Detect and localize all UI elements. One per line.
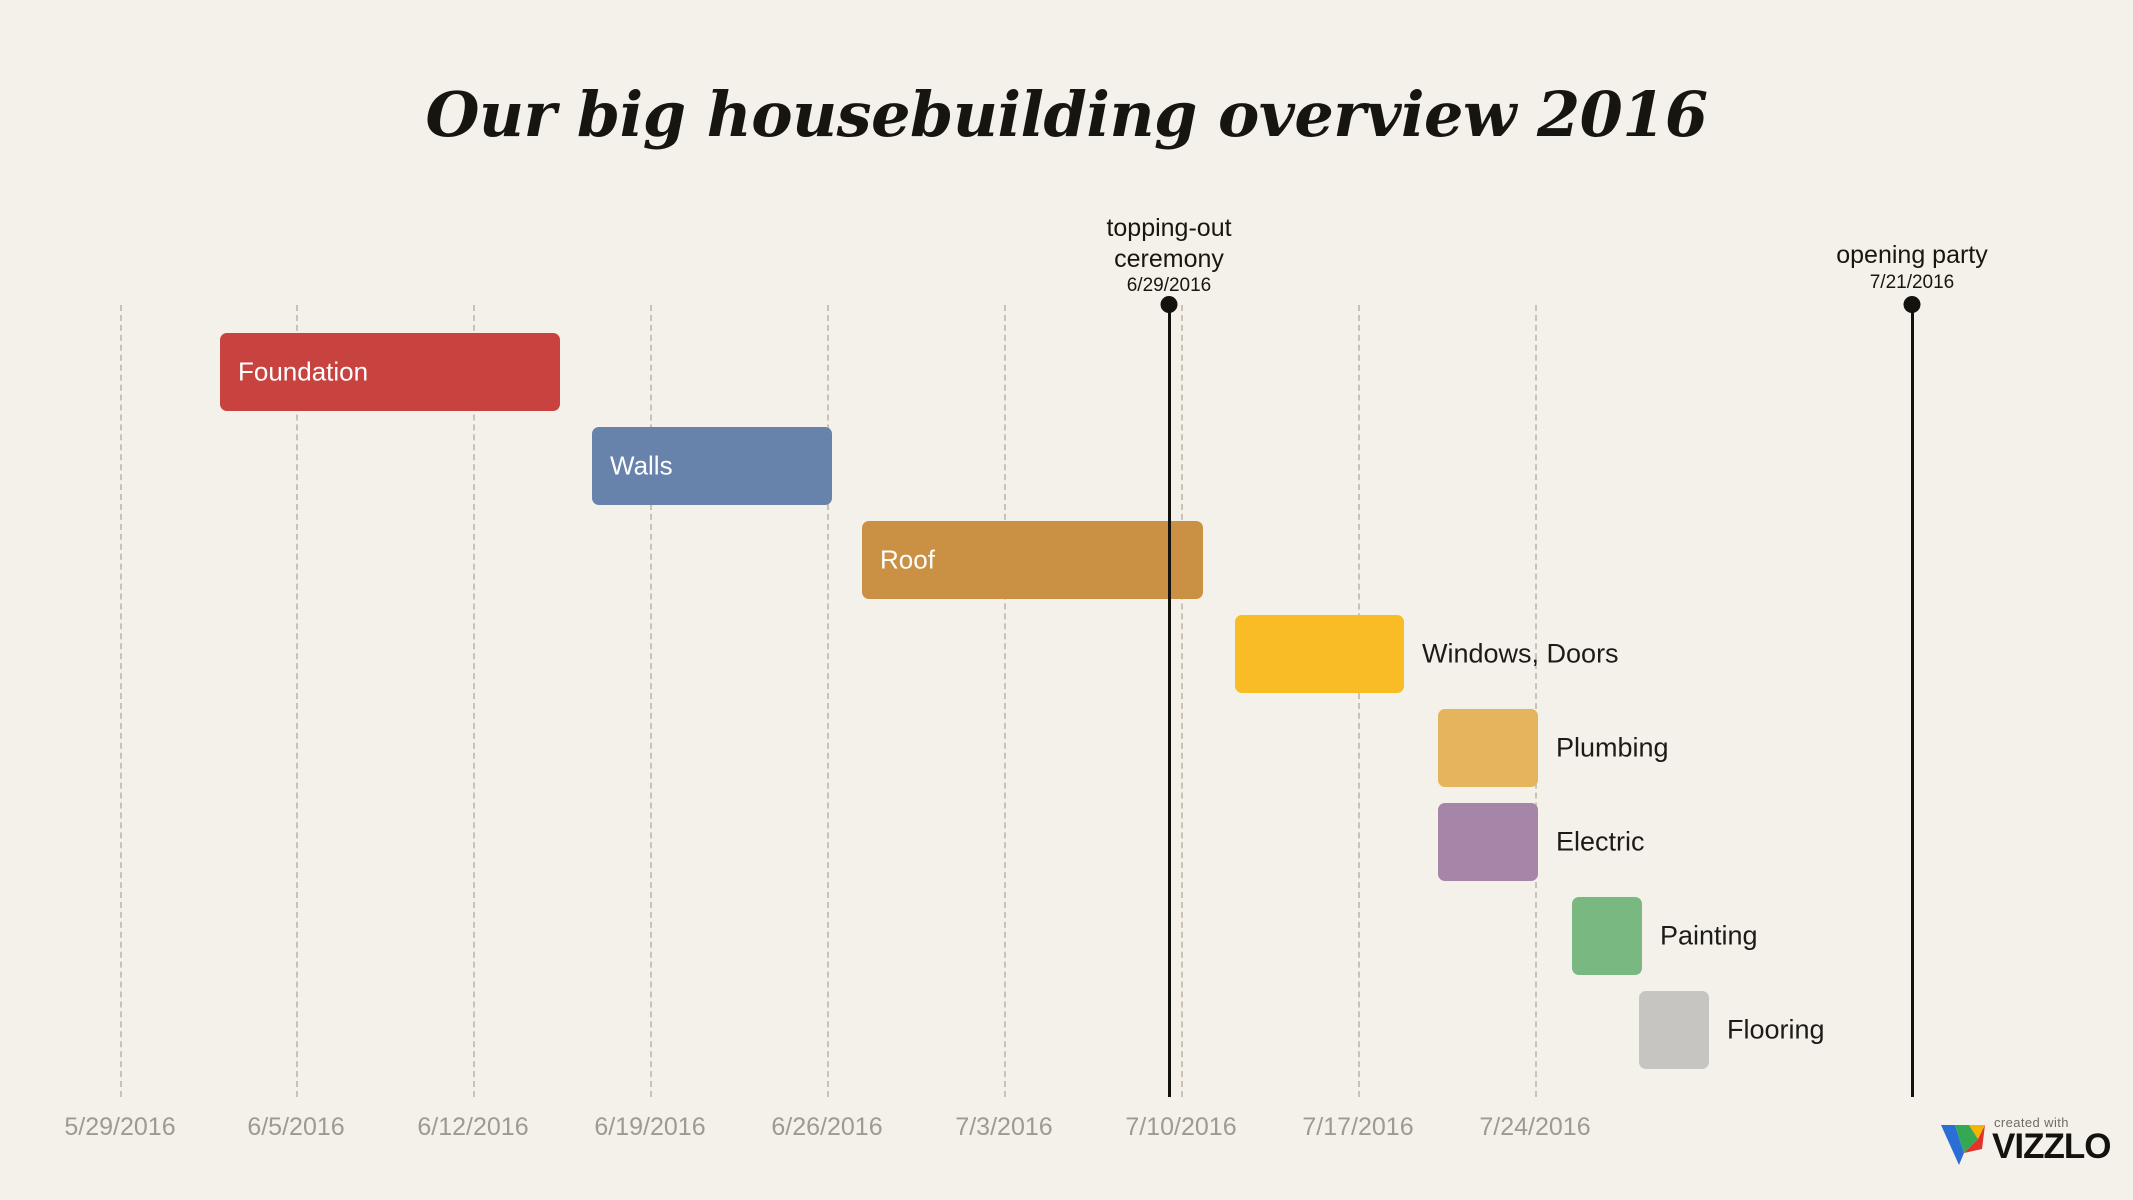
- gantt-bar-label: Plumbing: [1556, 732, 1669, 763]
- axis-tick-label: 7/24/2016: [1479, 1113, 1591, 1141]
- vizzlo-watermark[interactable]: created with VIZZLO: [1938, 1115, 2118, 1171]
- gantt-bar[interactable]: [1639, 991, 1709, 1069]
- gridline: [1358, 305, 1360, 1097]
- page-title: Our big housebuilding overview 2016: [425, 78, 1708, 151]
- milestone-label: topping-out: [1106, 214, 1232, 242]
- axis-tick-label: 6/12/2016: [417, 1113, 529, 1141]
- axis-tick-label: 6/5/2016: [247, 1113, 345, 1141]
- gridline: [296, 305, 298, 1097]
- axis-tick-label: 5/29/2016: [64, 1113, 176, 1141]
- axis-tick-label: 7/10/2016: [1125, 1113, 1237, 1141]
- watermark-created-with: created with: [1994, 1115, 2069, 1130]
- gridline: [650, 305, 652, 1097]
- gantt-bar[interactable]: [1438, 803, 1538, 881]
- vizzlo-logo-icon: [1941, 1125, 1985, 1165]
- axis-tick-label: 6/26/2016: [771, 1113, 883, 1141]
- axis-tick-label: 6/19/2016: [594, 1113, 706, 1141]
- gantt-bar-label: Electric: [1556, 826, 1645, 857]
- gantt-bar[interactable]: [1572, 897, 1642, 975]
- milestone-label-group: topping-out ceremony 6/29/2016: [1106, 213, 1231, 298]
- milestone-label: opening party: [1836, 241, 1988, 269]
- milestone-marker-dot[interactable]: [1903, 296, 1921, 313]
- gridline: [1181, 305, 1183, 1097]
- gantt-bar-label: Windows, Doors: [1422, 638, 1619, 669]
- gridline: [827, 305, 829, 1097]
- gantt-bar-label: Walls: [610, 450, 673, 481]
- gantt-bar[interactable]: Foundation: [220, 333, 560, 411]
- watermark-brand: VIZZLO: [1992, 1127, 2111, 1166]
- milestone-date: 6/29/2016: [1126, 275, 1212, 296]
- milestone-label: ceremony: [1114, 244, 1224, 273]
- axis-tick-label: 7/17/2016: [1302, 1113, 1414, 1141]
- axis-tick-label: 7/3/2016: [955, 1113, 1053, 1141]
- gantt-bar-label: Roof: [880, 544, 935, 575]
- milestone-line: [1911, 305, 1914, 1097]
- milestone-date: 7/21/2016: [1869, 271, 1955, 293]
- gantt-bar[interactable]: Walls: [592, 427, 832, 505]
- gridline: [120, 305, 122, 1097]
- gridline: [473, 305, 475, 1097]
- gantt-bar-label: Flooring: [1727, 1014, 1825, 1045]
- milestone-line: [1168, 305, 1171, 1097]
- gantt-bar-label: Foundation: [238, 356, 369, 387]
- gantt-bar[interactable]: [1235, 615, 1404, 693]
- gridline: [1535, 305, 1537, 1097]
- gantt-bar-label: Painting: [1660, 920, 1758, 951]
- milestone-marker-dot[interactable]: [1160, 296, 1178, 313]
- milestone-label-group: opening party 7/21/2016: [1836, 240, 1988, 294]
- gantt-bar[interactable]: [1438, 709, 1538, 787]
- gantt-bar[interactable]: Roof: [862, 521, 1203, 599]
- gridline: [1004, 305, 1006, 1097]
